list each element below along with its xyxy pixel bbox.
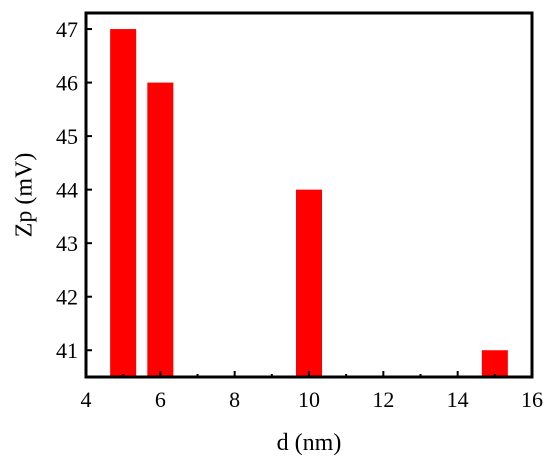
y-tick-label: 43 xyxy=(56,231,78,256)
bar xyxy=(110,29,137,377)
x-tick-label: 14 xyxy=(447,387,469,412)
bar xyxy=(147,82,174,378)
y-tick-label: 41 xyxy=(56,338,78,363)
bar xyxy=(295,189,323,377)
y-tick-label: 44 xyxy=(56,178,78,203)
bar xyxy=(481,350,508,377)
x-tick-label: 12 xyxy=(372,387,394,412)
x-tick-label: 6 xyxy=(155,387,166,412)
y-tick-label: 47 xyxy=(56,17,78,42)
x-tick-label: 8 xyxy=(229,387,240,412)
x-minor-ticks xyxy=(122,374,496,377)
x-axis-title: d (nm) xyxy=(277,430,342,456)
x-ticks: 4 6 8 10 12 14 16 xyxy=(81,371,543,412)
bars-group xyxy=(110,29,508,378)
x-tick-label: 4 xyxy=(81,387,92,412)
y-ticks: 41 42 43 44 45 46 47 xyxy=(56,17,92,363)
y-tick-label: 46 xyxy=(56,71,78,96)
y-tick-label: 45 xyxy=(56,124,78,149)
y-tick-label: 42 xyxy=(56,285,78,310)
x-tick-label: 10 xyxy=(298,387,320,412)
x-tick-label: 16 xyxy=(521,387,543,412)
y-axis-title: Zp (mV) xyxy=(12,153,38,238)
